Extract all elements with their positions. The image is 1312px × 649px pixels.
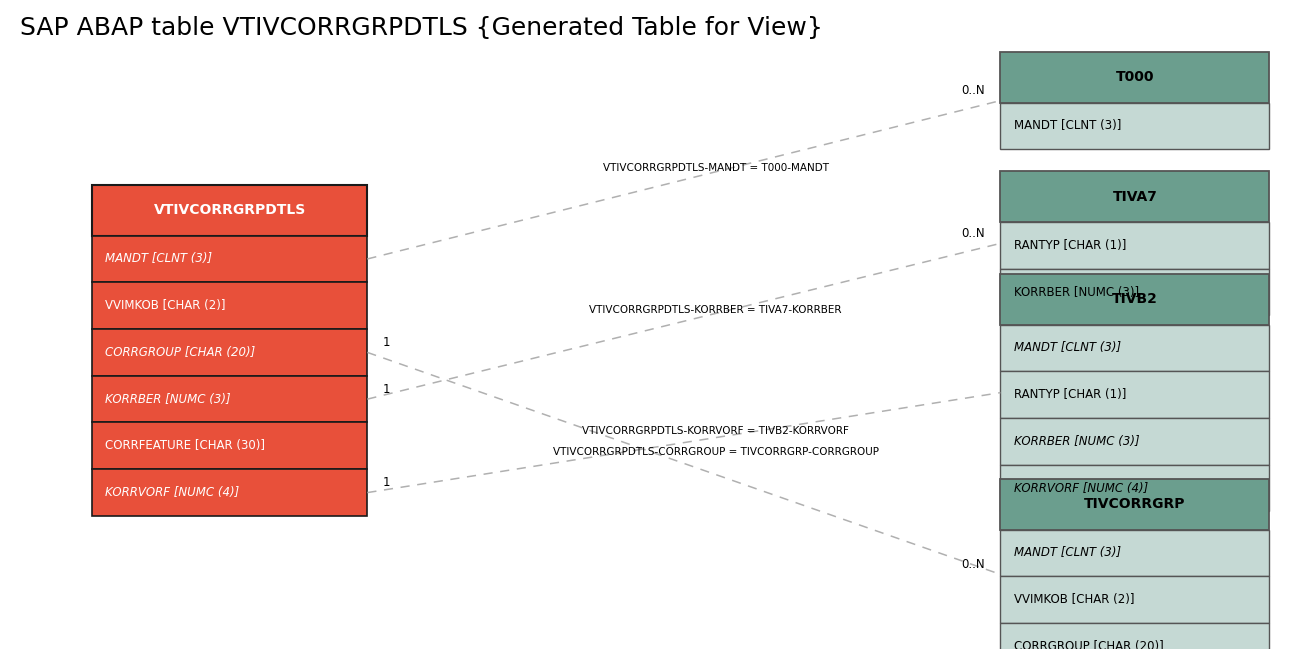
Text: CORRGROUP [CHAR (20)]: CORRGROUP [CHAR (20)] bbox=[105, 346, 256, 359]
FancyBboxPatch shape bbox=[1000, 171, 1269, 222]
Text: TIVCORRGRP: TIVCORRGRP bbox=[1084, 497, 1186, 511]
FancyBboxPatch shape bbox=[92, 376, 367, 422]
Text: RANTYP [CHAR (1)]: RANTYP [CHAR (1)] bbox=[1013, 239, 1126, 252]
Text: CORRGROUP [CHAR (20)]: CORRGROUP [CHAR (20)] bbox=[1013, 640, 1164, 649]
Text: 1: 1 bbox=[383, 476, 391, 489]
FancyBboxPatch shape bbox=[92, 282, 367, 329]
Text: MANDT [CLNT (3)]: MANDT [CLNT (3)] bbox=[1013, 341, 1120, 354]
FancyBboxPatch shape bbox=[1000, 479, 1269, 530]
FancyBboxPatch shape bbox=[1000, 623, 1269, 649]
Text: KORRVORF [NUMC (4)]: KORRVORF [NUMC (4)] bbox=[105, 486, 239, 499]
Text: VTIVCORRGRPDTLS-KORRVORF = TIVB2-KORRVORF: VTIVCORRGRPDTLS-KORRVORF = TIVB2-KORRVOR… bbox=[583, 426, 849, 436]
FancyBboxPatch shape bbox=[1000, 269, 1269, 315]
FancyBboxPatch shape bbox=[1000, 418, 1269, 465]
Text: KORRVORF [NUMC (4)]: KORRVORF [NUMC (4)] bbox=[1013, 482, 1148, 495]
Text: MANDT [CLNT (3)]: MANDT [CLNT (3)] bbox=[1013, 546, 1120, 559]
Text: VTIVCORRGRPDTLS-CORRGROUP = TIVCORRGRP-CORRGROUP: VTIVCORRGRPDTLS-CORRGROUP = TIVCORRGRP-C… bbox=[552, 447, 879, 457]
FancyBboxPatch shape bbox=[1000, 222, 1269, 269]
FancyBboxPatch shape bbox=[92, 185, 367, 236]
Text: SAP ABAP table VTIVCORRGRPDTLS {Generated Table for View}: SAP ABAP table VTIVCORRGRPDTLS {Generate… bbox=[20, 16, 823, 40]
Text: KORRBER [NUMC (3)]: KORRBER [NUMC (3)] bbox=[1013, 286, 1139, 299]
FancyBboxPatch shape bbox=[92, 469, 367, 516]
FancyBboxPatch shape bbox=[92, 329, 367, 376]
FancyBboxPatch shape bbox=[1000, 103, 1269, 149]
FancyBboxPatch shape bbox=[1000, 52, 1269, 103]
Text: VTIVCORRGRPDTLS: VTIVCORRGRPDTLS bbox=[154, 203, 306, 217]
FancyBboxPatch shape bbox=[92, 422, 367, 469]
Text: TIVA7: TIVA7 bbox=[1113, 190, 1157, 204]
Text: 0..N: 0..N bbox=[960, 227, 984, 240]
Text: MANDT [CLNT (3)]: MANDT [CLNT (3)] bbox=[105, 252, 213, 265]
Text: MANDT [CLNT (3)]: MANDT [CLNT (3)] bbox=[1013, 119, 1120, 132]
Text: CORRFEATURE [CHAR (30)]: CORRFEATURE [CHAR (30)] bbox=[105, 439, 265, 452]
FancyBboxPatch shape bbox=[92, 236, 367, 282]
Text: KORRBER [NUMC (3)]: KORRBER [NUMC (3)] bbox=[1013, 435, 1139, 448]
Text: 1: 1 bbox=[383, 383, 391, 396]
FancyBboxPatch shape bbox=[1000, 371, 1269, 418]
Text: RANTYP [CHAR (1)]: RANTYP [CHAR (1)] bbox=[1013, 388, 1126, 401]
Text: T000: T000 bbox=[1115, 70, 1155, 84]
Text: VVIMKOB [CHAR (2)]: VVIMKOB [CHAR (2)] bbox=[105, 299, 226, 312]
FancyBboxPatch shape bbox=[1000, 324, 1269, 371]
Text: VVIMKOB [CHAR (2)]: VVIMKOB [CHAR (2)] bbox=[1013, 593, 1134, 606]
Text: TIVB2: TIVB2 bbox=[1113, 292, 1157, 306]
FancyBboxPatch shape bbox=[1000, 576, 1269, 623]
FancyBboxPatch shape bbox=[1000, 530, 1269, 576]
Text: 1: 1 bbox=[383, 336, 391, 349]
Text: KORRBER [NUMC (3)]: KORRBER [NUMC (3)] bbox=[105, 393, 231, 406]
FancyBboxPatch shape bbox=[1000, 465, 1269, 511]
FancyBboxPatch shape bbox=[1000, 274, 1269, 324]
Text: 0..N: 0..N bbox=[960, 84, 984, 97]
Text: VTIVCORRGRPDTLS-MANDT = T000-MANDT: VTIVCORRGRPDTLS-MANDT = T000-MANDT bbox=[602, 164, 829, 173]
Text: VTIVCORRGRPDTLS-KORRBER = TIVA7-KORRBER: VTIVCORRGRPDTLS-KORRBER = TIVA7-KORRBER bbox=[589, 305, 842, 315]
Text: 0..N: 0..N bbox=[960, 558, 984, 571]
